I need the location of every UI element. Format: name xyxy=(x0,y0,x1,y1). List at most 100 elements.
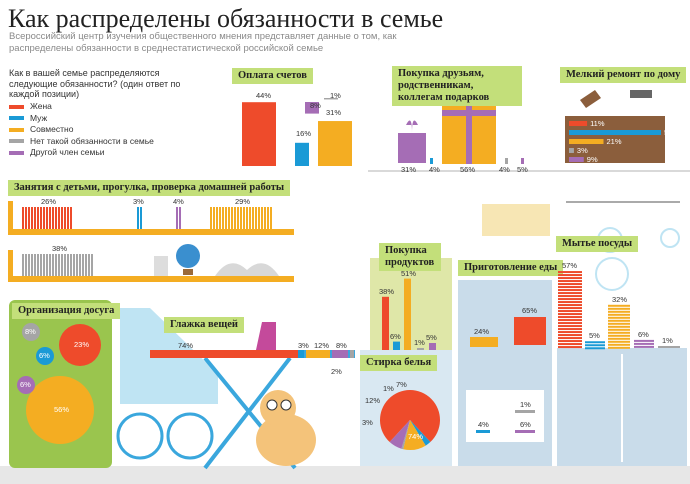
repair-value-label: 3% xyxy=(576,146,588,155)
shelf-bracket xyxy=(8,201,13,235)
children-book-bar xyxy=(46,254,48,276)
children-book-bar xyxy=(70,207,72,229)
children-book-bar xyxy=(67,207,69,229)
groceries-bar xyxy=(382,296,389,350)
children-book-bar xyxy=(58,207,60,229)
leisure-value-label: 6% xyxy=(20,380,31,389)
leisure-value-label: 23% xyxy=(74,340,90,349)
laundry-slice xyxy=(410,420,431,446)
dishes-plate-bar xyxy=(608,304,630,307)
dishes-plate-bar xyxy=(608,316,630,319)
legend-swatch xyxy=(9,139,24,144)
children-book-bar xyxy=(43,254,45,276)
children-value-label: 4% xyxy=(173,197,184,206)
dishes-plate-bar xyxy=(558,280,582,283)
bills-bar xyxy=(242,102,276,166)
children-book-bar xyxy=(49,207,51,229)
dishes-plate-bar xyxy=(558,274,582,277)
dishes-plate-bar xyxy=(558,307,582,310)
children-book-bar xyxy=(61,207,63,229)
label-cooking: Приготовление еды xyxy=(458,260,564,276)
dishes-plate-bar xyxy=(558,322,582,325)
laundry-value-label: 12% xyxy=(365,396,381,405)
dishes-plate-bar xyxy=(608,337,630,340)
dishes-plate-bar xyxy=(608,313,630,316)
dishes-plate-bar xyxy=(558,289,582,292)
dishes-plate-bar xyxy=(634,345,654,348)
laundry-slice xyxy=(403,420,426,451)
legend-item: Нет такой обязанности в семье xyxy=(9,136,154,148)
dishes-plate-bar xyxy=(558,301,582,304)
children-book-bar xyxy=(140,207,142,229)
small-gift-icon xyxy=(398,133,426,163)
dishes-plate-bar xyxy=(558,304,582,307)
groceries-bar xyxy=(393,341,400,350)
leisure-circle xyxy=(26,376,94,444)
dishes-plate-bar xyxy=(558,277,582,280)
cooking-value-label: 65% xyxy=(522,306,538,315)
label-repair: Мелкий ремонт по дому xyxy=(560,67,687,83)
children-book-bar xyxy=(58,254,60,276)
children-book-bar xyxy=(246,207,248,229)
children-book-bar xyxy=(228,207,230,229)
label-leisure: Организация досуга xyxy=(12,303,121,319)
children-book-bar xyxy=(261,207,263,229)
leisure-value-label: 6% xyxy=(39,351,50,360)
page-subtitle: Всероссийский центр изучения общественно… xyxy=(9,31,397,54)
label-laundry: Стирка белья xyxy=(360,355,438,371)
legend-swatch xyxy=(9,104,24,109)
bills-value-label: 31% xyxy=(326,108,342,117)
groceries-bar xyxy=(417,348,424,350)
children-book-bar xyxy=(240,207,242,229)
bills-bar xyxy=(295,142,309,166)
children-book-bar xyxy=(258,207,260,229)
dishes-plate-bar xyxy=(608,325,630,328)
bills-bar xyxy=(305,102,319,114)
dishes-plate-bar xyxy=(608,328,630,331)
dishes-plate-bar xyxy=(608,331,630,334)
dishes-plate-bar xyxy=(634,339,654,342)
children-book-bar xyxy=(85,254,87,276)
survey-question: Как в вашей семье распределяются следующ… xyxy=(9,68,181,99)
dishes-value-label: 57% xyxy=(562,261,578,271)
cooking-bar xyxy=(476,430,490,433)
leisure-circle xyxy=(59,324,101,366)
repair-bar xyxy=(569,139,604,144)
children-book-bar xyxy=(216,207,218,229)
repair-value-label: 9% xyxy=(586,155,598,164)
ironing-bar xyxy=(306,350,330,358)
bills-value-label: 16% xyxy=(296,129,312,138)
laundry-value-label: 7% xyxy=(396,380,407,389)
shelf-top xyxy=(8,229,294,235)
small-gift-bow-icon xyxy=(406,120,418,133)
legend-item: Жена xyxy=(9,101,154,113)
dishes-plate-bar xyxy=(558,310,582,313)
laundry-slice xyxy=(401,420,410,450)
cooking-value-label: 6% xyxy=(520,420,531,429)
dishes-plate-bar xyxy=(558,313,582,316)
groceries-bar xyxy=(429,343,436,350)
children-book-bar xyxy=(79,254,81,276)
children-book-bar xyxy=(61,254,63,276)
laundry-value-label: 3% xyxy=(362,418,373,427)
children-book-bar xyxy=(64,254,66,276)
repair-bar xyxy=(569,121,588,126)
children-book-bar xyxy=(264,207,266,229)
children-book-bar xyxy=(25,254,27,276)
dishes-plate-bar xyxy=(558,283,582,286)
dishes-plate-bar xyxy=(585,347,605,350)
groceries-bar xyxy=(404,278,411,350)
dishes-plate-bar xyxy=(558,316,582,319)
leisure-circle xyxy=(36,347,54,365)
children-book-bar xyxy=(22,254,24,276)
children-book-bar xyxy=(267,207,269,229)
repair-bar xyxy=(569,157,584,162)
towel-icon xyxy=(482,204,520,236)
cooking-bar xyxy=(514,317,546,345)
children-book-bar xyxy=(67,254,69,276)
legend-swatch xyxy=(9,150,24,155)
children-book-bar xyxy=(237,207,239,229)
ironing-value-label: 8% xyxy=(336,341,347,350)
children-book-bar xyxy=(255,207,257,229)
